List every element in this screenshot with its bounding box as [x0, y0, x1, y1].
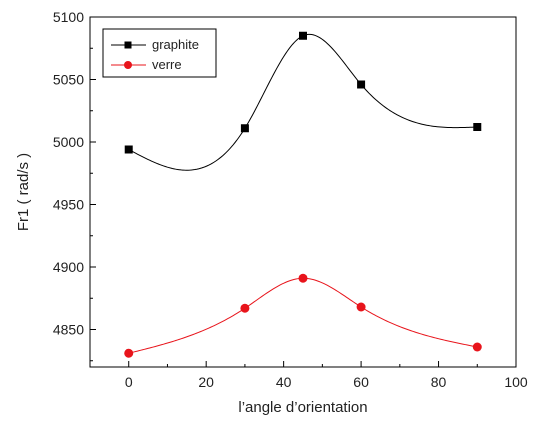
y-tick-label: 4900	[53, 259, 84, 275]
y-tick-label: 4950	[53, 197, 84, 213]
legend-label-graphite: graphite	[152, 37, 199, 52]
plot-frame	[89, 16, 517, 368]
y-axis-title: Fr1 ( rad/s )	[15, 153, 32, 231]
data-point-graphite	[299, 31, 307, 40]
data-point-verre	[124, 348, 134, 358]
data-point-graphite	[124, 145, 133, 154]
legend-marker-graphite	[124, 41, 132, 49]
x-tick-label: 100	[504, 374, 528, 390]
tick-labels: 0 20 40 60 80 100 4850 4900 4950 5000 5050 5100	[53, 9, 528, 390]
curves	[128, 33, 478, 354]
x-axis-title: l’angle d’orientation	[238, 399, 367, 416]
series-line-verre	[128, 277, 478, 354]
data-point-verre	[240, 303, 250, 313]
legend-box	[102, 28, 217, 78]
y-tick-label: 5100	[53, 9, 84, 25]
markers	[124, 31, 482, 358]
ticks	[89, 16, 517, 367]
data-point-verre	[356, 302, 366, 312]
legend-marker-verre	[124, 61, 132, 69]
data-point-verre	[298, 273, 308, 283]
legend: graphite verre	[102, 28, 217, 78]
y-tick-label: 4850	[53, 322, 84, 338]
y-tick-label: 5000	[53, 134, 84, 150]
data-point-verre	[472, 342, 482, 352]
x-tick-label: 60	[353, 374, 369, 390]
x-tick-label: 40	[276, 374, 292, 390]
legend-label-verre: verre	[152, 57, 182, 72]
data-point-graphite	[240, 124, 249, 133]
x-tick-label: 80	[431, 374, 447, 390]
x-tick-label: 20	[198, 374, 214, 390]
data-point-graphite	[357, 80, 366, 89]
x-tick-label: 0	[125, 374, 133, 390]
y-tick-label: 5050	[53, 72, 84, 88]
data-point-graphite	[473, 123, 482, 131]
